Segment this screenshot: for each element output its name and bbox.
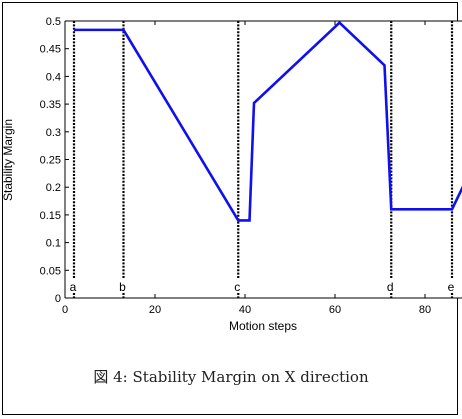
y-tick-label: 0.45 [40,44,61,56]
x-tick-label: 40 [239,304,251,316]
caption-text: Stability Margin on X direction [132,368,369,386]
y-tick-label: 0.35 [40,99,61,111]
stability-margin-chart: abcdefgh 00.050.10.150.20.250.30.350.40.… [1,16,462,333]
marker-label-a: a [70,280,77,294]
marker-label-bg [69,279,78,293]
series-layer [74,21,462,222]
y-axis-title: Stability Margin [1,119,15,201]
figure-number: 図 4: [93,368,128,386]
x-axis-title: Motion steps [229,319,297,333]
y-tick-label: 0.05 [40,265,61,277]
y-tick-label: 0.15 [40,210,61,222]
figure-caption: 図 4: Stability Margin on X direction [0,366,462,387]
y-tick-label: 0 [55,293,61,305]
y-tick-label: 0.25 [40,155,61,167]
marker-label-bg [386,279,396,293]
marker-label-e: e [448,280,455,294]
x-tick-label: 20 [149,304,161,316]
y-tick-label: 0.3 [46,127,61,139]
marker-lines: abcdefgh [69,21,456,298]
y-tick-label: 0.5 [46,16,61,28]
y-tick-label: 0.1 [46,238,61,250]
plot-area [65,21,462,298]
marker-label-bg [233,279,243,293]
x-tick-label: 60 [329,304,341,316]
x-tick-label: 80 [419,304,431,316]
marker-label-d: d [387,280,394,294]
y-tick-label: 0.2 [46,182,61,194]
marker-label-bg [118,279,128,293]
marker-label-bg [447,279,456,293]
y-tick-label: 0.4 [46,71,61,83]
ticks: 0 0.05 0.1 0.15 0.2 0.25 0.3 0.35 0.4 0.45 0.5 0 20 4… [40,16,432,316]
marker-label-b: b [119,280,126,294]
series-line-0 [74,21,462,222]
marker-label-c: c [234,280,240,294]
x-tick-label: 0 [62,304,68,316]
